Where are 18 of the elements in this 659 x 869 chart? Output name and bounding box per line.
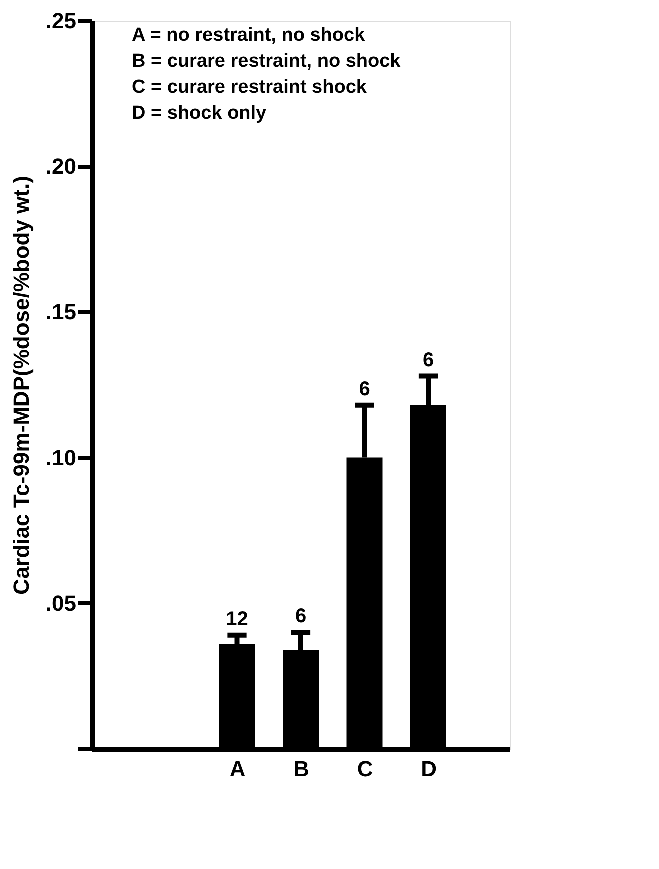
annotation: D = shock only <box>132 103 268 124</box>
annotation: 12 <box>226 608 248 630</box>
y-tick-label: .10 <box>46 445 76 470</box>
y-tick-label: .05 <box>46 590 76 616</box>
x-tick-label: A <box>230 756 246 782</box>
y-tick-label: .20 <box>46 154 76 180</box>
y-axis-title: Cardiac Tc-99m-MDP(%dose/%body wt.) <box>8 176 34 595</box>
annotation: 6 <box>295 606 307 628</box>
x-tick-label: B <box>294 756 310 782</box>
annotation: A = no restraint, no shock <box>132 25 366 46</box>
annotation: 6 <box>422 349 434 372</box>
annotation: 6 <box>359 378 370 400</box>
y-tick-label: .25 <box>46 8 76 34</box>
annotation: B = curare restraint, no shock <box>132 51 402 72</box>
x-tick-label: C <box>357 756 374 782</box>
annotation: C = curare restraint shock <box>132 77 368 98</box>
y-tick-label: .15 <box>46 300 76 325</box>
x-tick-label: D <box>421 756 437 782</box>
